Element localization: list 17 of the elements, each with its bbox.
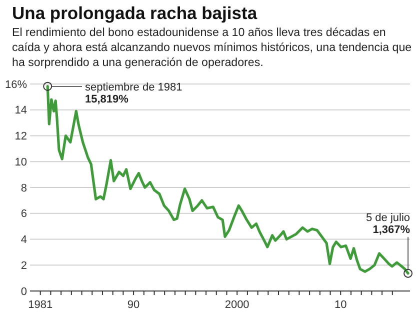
y-tick-label: 12	[14, 130, 27, 143]
x-tick-label: 1981	[28, 299, 53, 311]
chart-subtitle: El rendimiento del bono estadounidense a 10 años lleva tres décadas en caída y ahora está alcanzando nuevos mínimos históricos, una tendencia que ha sorprendido a una generación de operadores.	[12, 26, 412, 69]
y-tick-label: 2	[20, 260, 27, 272]
y-tick-label: 4	[20, 234, 27, 246]
annotation: septiembre de 1981 15,819%	[85, 81, 182, 106]
x-tick-label: 90	[127, 299, 140, 311]
y-tick-label: 6	[20, 208, 27, 220]
x-tick-label: 10	[334, 299, 347, 311]
y-tick-label: 14	[14, 104, 27, 117]
chart-title: Una prolongada racha bajista	[12, 3, 258, 23]
annotation: 5 de julio 1,367%	[366, 212, 410, 236]
y-tick-label: 0	[20, 286, 27, 298]
y-tick-label: 16%	[4, 78, 28, 91]
y-tick-label: 8	[20, 182, 27, 194]
x-tick-label: 2000	[224, 299, 250, 311]
y-tick-label: 10	[14, 156, 27, 168]
